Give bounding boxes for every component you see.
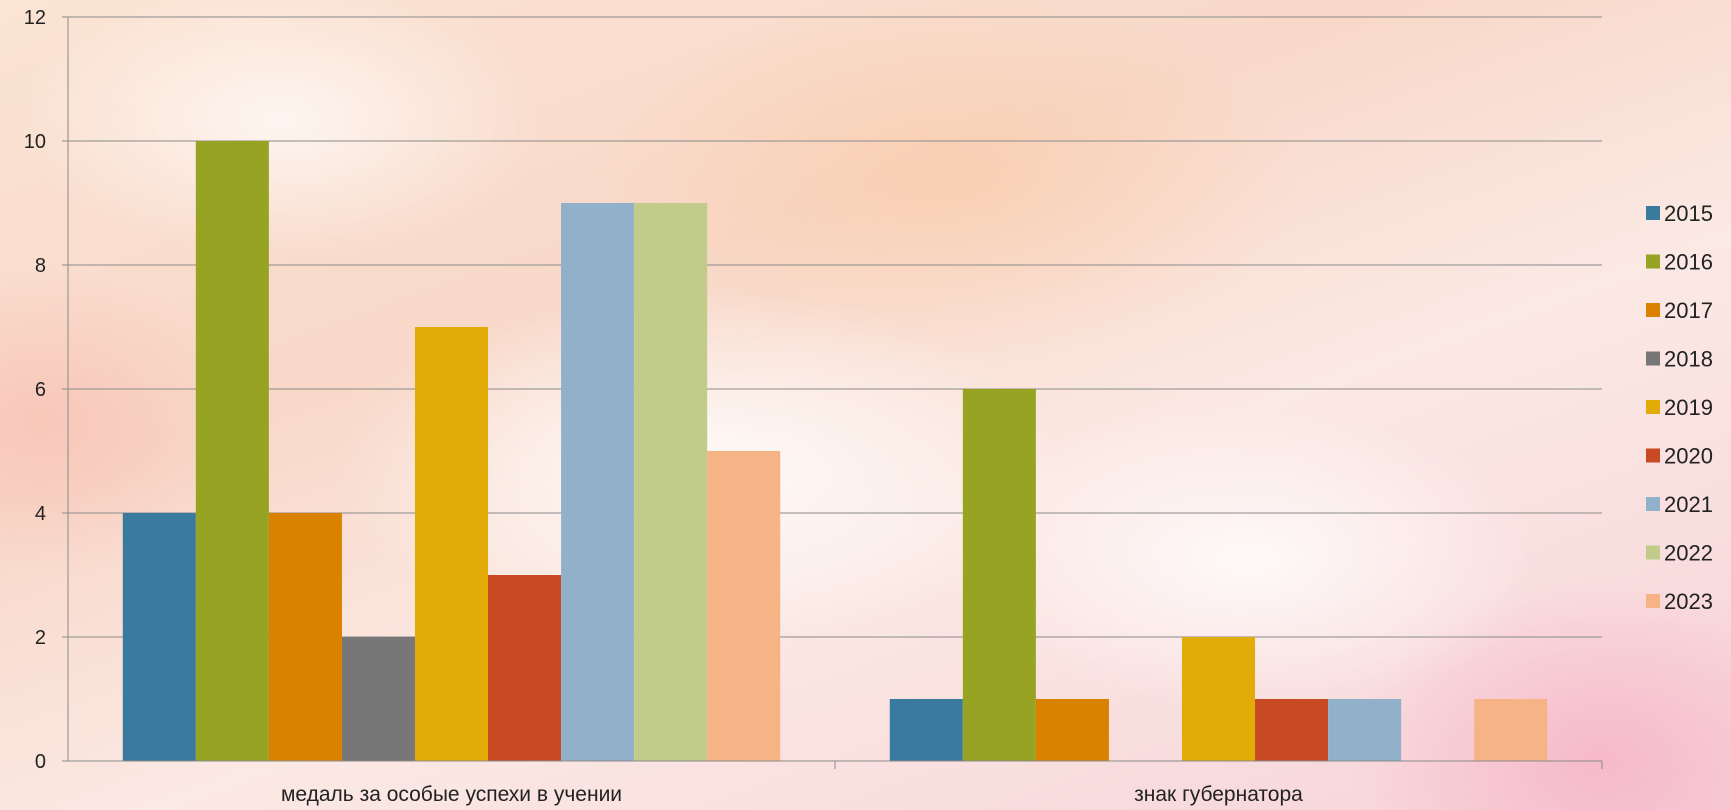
bar-2016-governor-sign — [962, 389, 1036, 761]
bar-2022-medal — [634, 203, 708, 761]
bar-2019-medal — [414, 327, 489, 761]
bar-2015-governor-sign — [889, 699, 963, 761]
legend-swatch-2019 — [1646, 400, 1660, 414]
bar-2016-medal — [195, 141, 269, 761]
legend-label-2018: 2018 — [1664, 347, 1713, 372]
legend-label-2017: 2017 — [1664, 298, 1713, 323]
axes: 0 2 4 6 8 10 12 медаль за особые успехи в учени… — [24, 7, 1603, 806]
legend-label-2020: 2020 — [1664, 444, 1713, 469]
bars — [122, 141, 1548, 761]
legend-label-2019: 2019 — [1664, 395, 1713, 420]
legend-swatch-2023 — [1646, 594, 1660, 608]
legend-label-2015: 2015 — [1664, 201, 1713, 226]
legend-swatch-2016 — [1646, 254, 1660, 269]
bar-2021-medal — [561, 203, 635, 761]
legend-label-2021: 2021 — [1664, 492, 1713, 517]
bar-2023-medal — [707, 451, 781, 761]
bar-2018-medal — [341, 637, 415, 761]
x-category-label: медаль за особые успехи в учении — [281, 783, 622, 806]
bar-2017-governor-sign — [1035, 699, 1109, 761]
x-category-label: знак губернатора — [1134, 783, 1303, 806]
legend-label-2022: 2022 — [1664, 541, 1713, 566]
legend: 2015 2016 2017 2018 2019 2020 2021 2022 2023 — [1646, 201, 1713, 614]
bar-2017-medal — [268, 513, 342, 761]
bar-2023-governor-sign — [1474, 699, 1548, 761]
bar-2020-governor-sign — [1255, 699, 1329, 761]
legend-swatch-2017 — [1646, 303, 1660, 317]
legend-swatch-2021 — [1646, 497, 1660, 511]
legend-swatch-2022 — [1646, 545, 1660, 560]
y-tick-label: 12 — [24, 7, 46, 29]
legend-label-2023: 2023 — [1664, 589, 1713, 614]
bar-2021-governor-sign — [1328, 699, 1402, 761]
y-tick-label: 8 — [35, 255, 46, 277]
bar-2020-medal — [488, 575, 562, 761]
y-tick-label: 6 — [35, 379, 46, 401]
y-tick-label: 4 — [35, 503, 46, 525]
legend-swatch-2020 — [1646, 448, 1660, 463]
y-tick-label: 10 — [24, 131, 46, 153]
legend-swatch-2018 — [1646, 351, 1660, 366]
bar-2019-governor-sign — [1181, 637, 1256, 761]
bar-2015-medal — [122, 513, 196, 761]
y-tick-label: 2 — [35, 627, 46, 649]
legend-swatch-2015 — [1646, 206, 1660, 220]
legend-label-2016: 2016 — [1664, 250, 1713, 275]
y-tick-label: 0 — [35, 751, 46, 773]
